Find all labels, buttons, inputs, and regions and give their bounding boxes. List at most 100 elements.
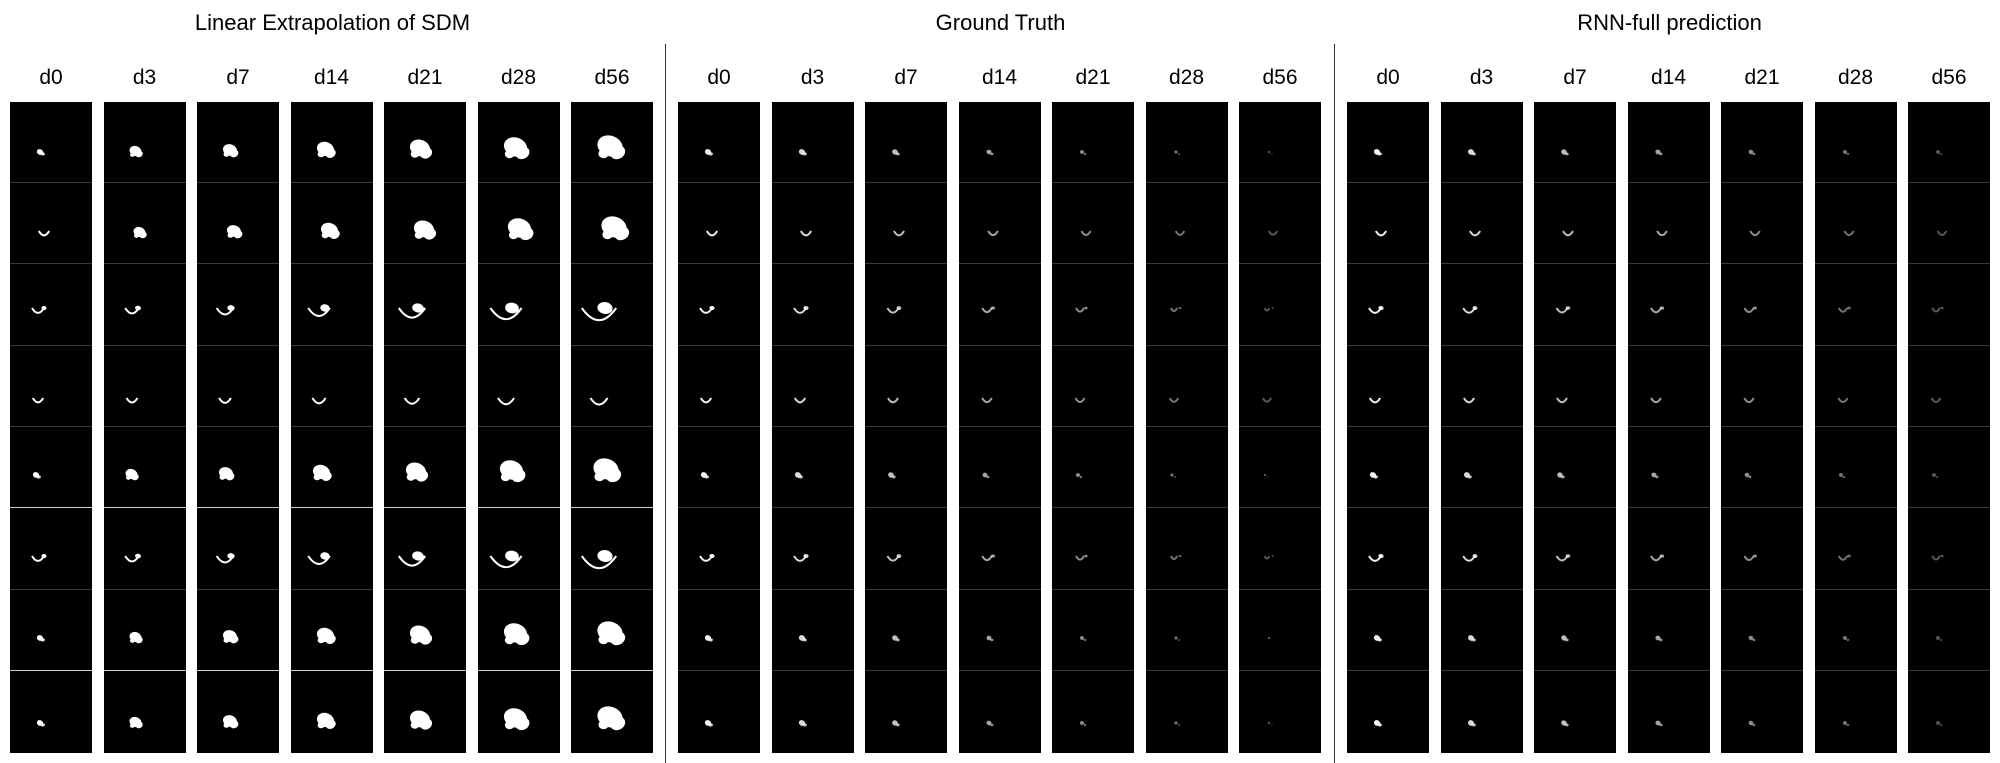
tile-separator [771,182,854,183]
mask-tile [865,508,947,588]
tile-separator [103,345,186,346]
column-label: d0 [707,66,731,89]
tile-separator [1052,670,1134,671]
mask-tile [384,427,466,507]
tile-separator [197,426,279,427]
tile-separator [571,670,653,671]
mask-tile [959,264,1041,344]
mask-tile [1441,102,1523,182]
mask-tile [1347,183,1429,263]
mask-tile [478,346,560,426]
tile-separator [477,345,560,346]
tile-separator [571,345,653,346]
mask-tile [10,183,92,263]
tile-separator [10,345,92,346]
mask-tile [104,346,186,426]
mask-tile [865,671,947,751]
tile-separator [1239,345,1321,346]
image-strip [1239,102,1321,753]
mask-tile [959,346,1041,426]
mask-tile [104,102,186,182]
mask-tile [1052,671,1134,751]
image-strip [103,102,186,753]
mask-tile [1347,264,1429,344]
mask-tile [104,427,186,507]
mask-tile [478,264,560,344]
tile-separator [1052,345,1134,346]
panel-0: Linear Extrapolation of SDM d0 d3 d7 d14 d21 d… [10,0,655,763]
tile-separator [10,426,92,427]
tile-separator [1145,182,1228,183]
image-strip [1721,102,1803,753]
mask-tile [959,102,1041,182]
mask-tile [384,671,466,751]
tile-separator [678,589,760,590]
panel-2: RNN-full prediction d0 d3 d7 d14 d21 d28 d56 [1347,0,1992,763]
mask-tile [197,671,279,751]
tile-separator [571,263,653,264]
mask-tile [478,508,560,588]
column-label: d28 [1837,66,1874,89]
mask-tile [197,427,279,507]
mask-tile [197,508,279,588]
mask-tile [959,671,1041,751]
mask-tile [1146,264,1228,344]
column-label: d7 [1563,66,1587,89]
mask-tile [1441,264,1523,344]
tile-separator [1721,589,1803,590]
tile-separator [958,263,1041,264]
column-label: d21 [1744,66,1780,89]
tile-separator [1347,507,1429,508]
tile-separator [477,263,560,264]
mask-tile [1052,590,1134,670]
image-strip [1814,102,1897,753]
mask-tile [1441,427,1523,507]
mask-tile [1441,590,1523,670]
mask-tile [1146,102,1228,182]
column-label: d7 [894,66,918,89]
tile-separator [103,670,186,671]
image-strip [1627,102,1710,753]
tile-separator [103,182,186,183]
tile-separator [290,182,373,183]
tile-separator [865,426,947,427]
tile-separator [384,589,466,590]
mask-tile [571,346,653,426]
tile-separator [290,670,373,671]
tile-separator [678,670,760,671]
tile-separator [1145,426,1228,427]
tile-separator [1814,426,1897,427]
image-strip [10,102,92,753]
mask-tile [197,346,279,426]
mask-tile [571,102,653,182]
mask-tile [1628,264,1710,344]
tile-separator [1347,345,1429,346]
mask-tile [1239,102,1321,182]
mask-tile [1721,183,1803,263]
tile-separator [10,670,92,671]
tile-separator [1239,426,1321,427]
mask-tile [1239,508,1321,588]
tile-separator [384,263,466,264]
mask-tile [1146,590,1228,670]
mask-tile [1815,671,1897,751]
tile-separator [384,670,466,671]
image-strip [865,102,947,753]
mask-tile [571,508,653,588]
tile-separator [10,182,92,183]
tile-separator [571,589,653,590]
mask-tile [1534,183,1616,263]
tile-separator [290,426,373,427]
mask-tile [1628,346,1710,426]
column-label: d14 [313,66,350,89]
image-strip [1440,102,1523,753]
tile-separator [1721,263,1803,264]
mask-tile [1146,427,1228,507]
mask-tile [1721,264,1803,344]
tile-separator [771,507,854,508]
tile-separator [958,589,1041,590]
tile-separator [1239,182,1321,183]
image-strip [678,102,760,753]
mask-tile [1628,590,1710,670]
mask-tile [1815,427,1897,507]
